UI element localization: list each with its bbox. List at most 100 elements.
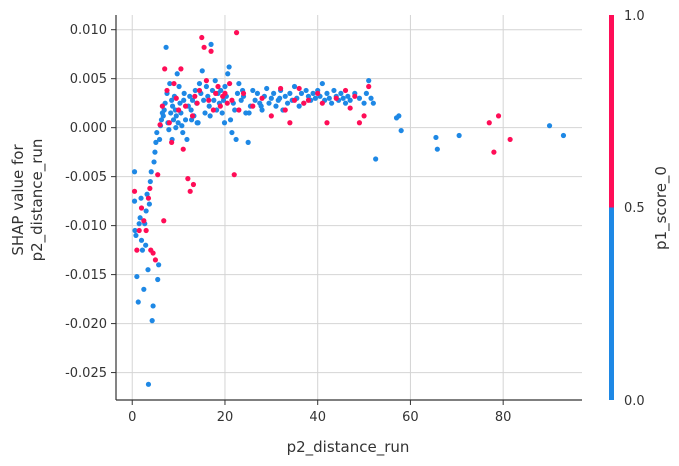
scatter-point: [203, 83, 210, 90]
colorbar-tick-top: 1.0: [624, 9, 645, 24]
scatter-point: [150, 250, 156, 256]
scatter-point: [213, 90, 219, 96]
scatter-point: [131, 198, 138, 204]
x-axis-ticks: 0 20 40 60 80: [128, 400, 511, 425]
scatter-point: [180, 146, 186, 152]
y-axis-title-line-2: p2_distance_run: [28, 139, 47, 262]
scatter-point: [287, 90, 293, 96]
axes: [115, 15, 582, 401]
scatter-point: [205, 93, 211, 99]
scatter-point: [181, 97, 187, 103]
scatter-point: [144, 191, 150, 197]
scatter-point: [312, 95, 318, 101]
scatter-point: [167, 80, 173, 87]
y-tick-label: 0.010: [70, 23, 107, 38]
y-tick-label: 0.000: [70, 121, 107, 136]
scatter-point: [233, 30, 240, 36]
scatter-point: [166, 120, 172, 126]
scatter-point: [192, 93, 198, 99]
scatter-point: [131, 169, 138, 175]
scatter-point: [196, 80, 203, 87]
scatter-point: [190, 181, 197, 188]
scatter-point: [184, 136, 190, 143]
colorbar-label: p1_score_0: [652, 166, 671, 250]
scatter-point: [133, 232, 139, 239]
scatter-point: [298, 90, 305, 96]
scatter-point: [177, 100, 183, 106]
scatter-point: [266, 100, 272, 106]
scatter-point: [153, 139, 159, 145]
scatter-point: [233, 136, 239, 143]
y-tick-label: -0.020: [65, 317, 107, 332]
scatter-point: [258, 103, 264, 109]
scatter-point: [252, 97, 258, 103]
scatter-point: [141, 286, 147, 292]
colorbar-tick-mid: 0.5: [624, 201, 645, 216]
scatter-point: [268, 95, 274, 101]
scatter-point: [315, 90, 321, 96]
scatter-point: [194, 100, 200, 106]
y-axis-ticks: 0.010 0.005 0.000 -0.005 -0.010 -0.015 -0.020 -…: [65, 23, 116, 381]
scatter-point: [143, 227, 149, 234]
scatter-point: [138, 195, 144, 201]
scatter-point: [156, 136, 163, 143]
scatter-point: [136, 227, 142, 234]
scatter-point: [161, 107, 167, 113]
y-tick-label: -0.015: [65, 268, 107, 283]
scatter-point: [250, 103, 256, 109]
scatter-point: [131, 188, 138, 194]
scatter-point: [137, 215, 143, 221]
scatter-point: [163, 44, 169, 50]
scatter-point: [182, 103, 189, 109]
scatter-point: [268, 113, 274, 119]
scatter-point: [486, 120, 492, 126]
scatter-point: [211, 97, 217, 103]
scatter-point: [226, 64, 232, 70]
scatter-point: [296, 103, 302, 109]
scatter-point: [185, 176, 191, 182]
scatter-point: [158, 117, 165, 123]
y-tick-label: 0.005: [70, 72, 107, 87]
scatter-point: [326, 95, 332, 101]
scatter-point: [171, 80, 177, 87]
scatter-point: [238, 97, 244, 103]
scatter-point: [134, 273, 140, 280]
scatter-point: [149, 318, 155, 324]
x-tick-label: 20: [217, 410, 234, 425]
x-tick-label: 40: [309, 410, 326, 425]
scatter-point: [169, 97, 175, 103]
scatter-point: [433, 134, 439, 141]
scatter-point: [145, 267, 151, 273]
scatter-point: [180, 129, 186, 136]
scatter-point: [345, 93, 351, 99]
scatter-point: [194, 120, 200, 126]
scatter-point: [305, 97, 312, 103]
scatter-point: [250, 87, 256, 94]
scatter-point: [188, 117, 195, 123]
scatter-point: [168, 110, 174, 116]
scatter-point: [169, 103, 176, 109]
scatter-point: [366, 83, 372, 90]
scatter-point: [227, 117, 234, 123]
scatter-point: [234, 90, 241, 96]
x-tick-label: 0: [128, 410, 136, 425]
scatter-point: [303, 87, 309, 94]
scatter-point: [212, 78, 218, 84]
scatter-point: [324, 120, 330, 126]
scatter-point: [264, 85, 270, 92]
scatter-point: [259, 95, 265, 101]
scatter-point: [181, 90, 187, 96]
scatter-point: [319, 80, 325, 87]
scatter-point: [231, 172, 237, 178]
scatter-point: [236, 107, 242, 113]
scatter-point: [310, 90, 316, 96]
scatter-point: [340, 95, 346, 101]
scatter-point: [152, 257, 159, 263]
scatter-point: [146, 201, 152, 207]
scatter-point: [224, 100, 230, 106]
scatter-point: [229, 97, 235, 103]
scatter-point: [221, 120, 228, 126]
scatter-point: [434, 146, 440, 152]
scatter-point: [331, 87, 337, 94]
y-tick-label: -0.005: [65, 170, 107, 185]
